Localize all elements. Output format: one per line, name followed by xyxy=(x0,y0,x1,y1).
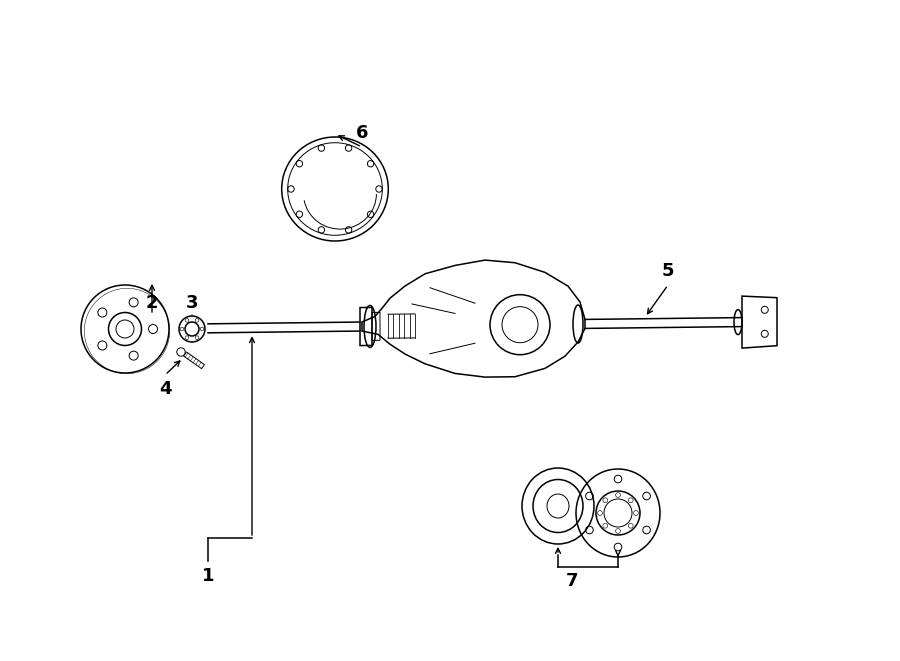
Text: 2: 2 xyxy=(146,294,158,312)
Text: 5: 5 xyxy=(662,262,674,280)
Text: 6: 6 xyxy=(356,124,368,142)
Text: 7: 7 xyxy=(566,572,578,590)
Text: 4: 4 xyxy=(158,380,171,398)
Text: 1: 1 xyxy=(202,567,214,585)
Text: 3: 3 xyxy=(185,294,198,312)
